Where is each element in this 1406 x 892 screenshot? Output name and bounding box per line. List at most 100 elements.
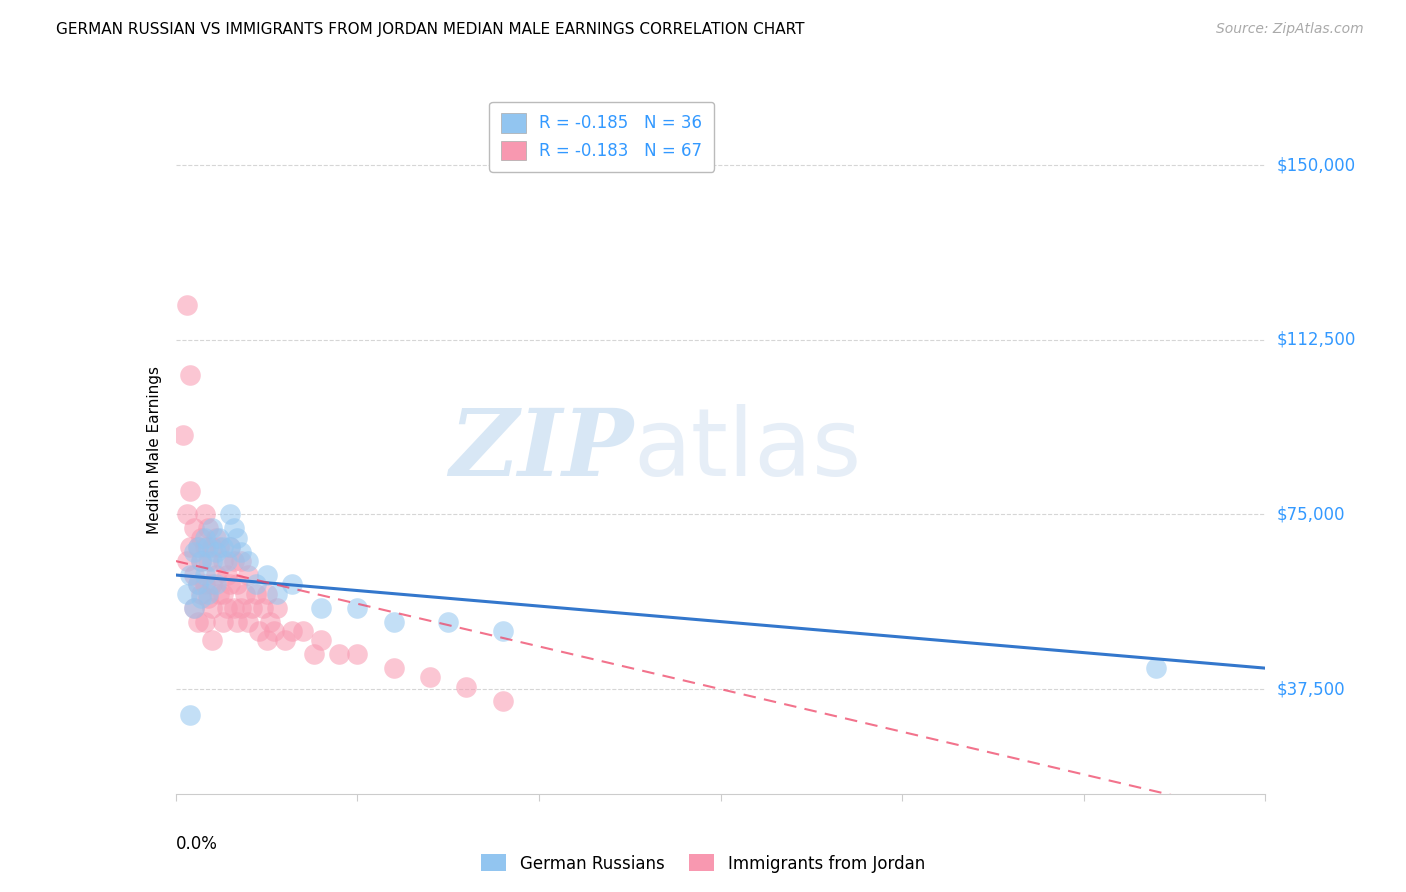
Point <box>219 508 242 522</box>
Point <box>309 633 332 648</box>
Point <box>183 545 205 559</box>
Point <box>179 707 201 722</box>
Legend: German Russians, Immigrants from Jordan: German Russians, Immigrants from Jordan <box>474 847 932 880</box>
Point <box>219 540 242 554</box>
Point <box>201 540 224 554</box>
Point <box>256 633 278 648</box>
Point <box>219 540 242 554</box>
Point <box>437 615 460 629</box>
Point <box>256 587 278 601</box>
Point <box>179 368 201 382</box>
Point <box>259 615 281 629</box>
Point <box>456 680 478 694</box>
Point <box>186 540 209 554</box>
Point <box>245 577 267 591</box>
Point <box>215 568 238 582</box>
Text: 0.0%: 0.0% <box>176 835 218 853</box>
Point <box>231 554 253 568</box>
Point <box>263 624 285 638</box>
Point <box>281 577 304 591</box>
Point <box>238 554 260 568</box>
Point <box>183 600 205 615</box>
Point <box>226 531 249 545</box>
Point <box>176 508 198 522</box>
Point <box>208 587 231 601</box>
Point <box>247 624 270 638</box>
Point <box>201 577 224 591</box>
Point <box>215 600 238 615</box>
Point <box>302 647 325 661</box>
Point <box>226 577 249 591</box>
Point <box>194 615 217 629</box>
Point <box>346 647 368 661</box>
Point <box>212 615 235 629</box>
Point <box>176 587 198 601</box>
Point <box>194 508 217 522</box>
Point <box>382 615 405 629</box>
Point <box>222 521 245 535</box>
Point <box>204 545 226 559</box>
Point <box>346 600 368 615</box>
Point <box>176 298 198 312</box>
Point <box>186 540 209 554</box>
Point <box>212 540 235 554</box>
Point <box>281 624 304 638</box>
Point <box>492 624 515 638</box>
Point <box>212 587 235 601</box>
Point <box>197 591 219 606</box>
Point <box>231 545 253 559</box>
Point <box>382 661 405 675</box>
Point <box>194 568 217 582</box>
Point <box>201 554 224 568</box>
Point <box>201 633 224 648</box>
Point <box>252 600 274 615</box>
Point <box>183 600 205 615</box>
Point <box>186 577 209 591</box>
Point <box>291 624 314 638</box>
Legend: R = -0.185   N = 36, R = -0.183   N = 67: R = -0.185 N = 36, R = -0.183 N = 67 <box>489 102 714 172</box>
Point <box>256 568 278 582</box>
Point <box>172 428 194 442</box>
Point <box>194 577 217 591</box>
Point <box>492 694 515 708</box>
Point <box>183 521 205 535</box>
Point <box>201 600 224 615</box>
Point <box>183 568 205 582</box>
Y-axis label: Median Male Earnings: Median Male Earnings <box>146 367 162 534</box>
Point <box>204 568 226 582</box>
Point <box>328 647 350 661</box>
Text: $150,000: $150,000 <box>1277 156 1355 174</box>
Point <box>419 670 441 684</box>
Point <box>197 540 219 554</box>
Point <box>190 531 212 545</box>
Point <box>190 554 212 568</box>
Point <box>194 531 217 545</box>
Point <box>176 554 198 568</box>
Point <box>190 591 212 606</box>
Point <box>186 615 209 629</box>
Point <box>186 577 209 591</box>
Text: ZIP: ZIP <box>449 406 633 495</box>
Point <box>238 568 260 582</box>
Point <box>226 615 249 629</box>
Text: atlas: atlas <box>633 404 862 497</box>
Point <box>197 554 219 568</box>
Point <box>201 521 224 535</box>
Point <box>190 554 212 568</box>
Text: Source: ZipAtlas.com: Source: ZipAtlas.com <box>1216 22 1364 37</box>
Point <box>245 587 267 601</box>
Point <box>212 554 235 568</box>
Point <box>190 587 212 601</box>
Point <box>197 521 219 535</box>
Text: GERMAN RUSSIAN VS IMMIGRANTS FROM JORDAN MEDIAN MALE EARNINGS CORRELATION CHART: GERMAN RUSSIAN VS IMMIGRANTS FROM JORDAN… <box>56 22 804 37</box>
Point <box>238 615 260 629</box>
Point <box>1146 661 1168 675</box>
Point <box>219 577 242 591</box>
Point <box>266 587 288 601</box>
Point <box>222 600 245 615</box>
Point <box>215 554 238 568</box>
Point <box>208 540 231 554</box>
Point <box>179 568 201 582</box>
Point <box>208 531 231 545</box>
Point <box>231 600 253 615</box>
